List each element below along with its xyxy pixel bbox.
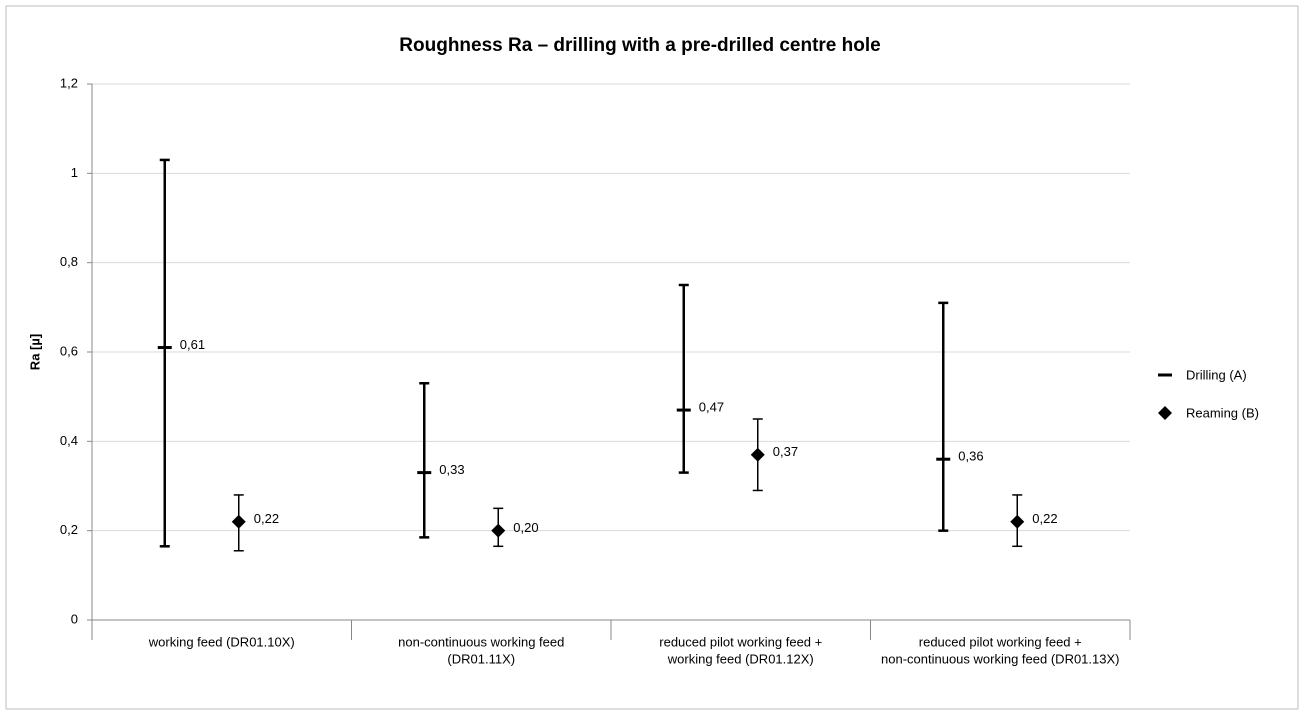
- legend-label: Reaming (B): [1186, 405, 1259, 420]
- x-tick-label: working feed (DR01.12X): [667, 651, 814, 666]
- value-label: 0,22: [254, 511, 279, 526]
- value-label: 0,61: [180, 337, 205, 352]
- x-tick-label: working feed (DR01.10X): [148, 634, 295, 649]
- x-tick-label: reduced pilot working feed +: [659, 634, 822, 649]
- data-point: [491, 523, 506, 538]
- y-tick-label: 1,2: [60, 75, 78, 90]
- x-tick-label: (DR01.11X): [447, 651, 515, 666]
- data-point: [1010, 514, 1025, 529]
- y-tick-label: 0,4: [60, 433, 78, 448]
- y-axis-label: Ra [µ]: [27, 334, 42, 370]
- chart-title: Roughness Ra – drilling with a pre-drill…: [399, 35, 880, 56]
- y-tick-label: 0: [71, 611, 78, 626]
- value-label: 0,36: [958, 449, 983, 464]
- value-label: 0,33: [439, 462, 464, 477]
- value-label: 0,37: [773, 444, 798, 459]
- x-tick-label: non-continuous working feed (DR01.13X): [881, 651, 1119, 666]
- x-tick-label: reduced pilot working feed +: [919, 634, 1082, 649]
- legend-marker: [1158, 406, 1172, 420]
- data-point: [750, 447, 765, 462]
- y-tick-label: 1: [71, 165, 78, 180]
- data-point: [231, 514, 246, 529]
- y-tick-label: 0,8: [60, 254, 78, 269]
- legend-label: Drilling (A): [1186, 367, 1247, 382]
- chart-frame: [5, 5, 1299, 710]
- value-label: 0,20: [513, 520, 538, 535]
- y-tick-label: 0,2: [60, 522, 78, 537]
- y-tick-label: 0,6: [60, 343, 78, 358]
- value-label: 0,47: [699, 400, 724, 415]
- value-label: 0,22: [1032, 511, 1057, 526]
- x-tick-label: non-continuous working feed: [398, 634, 564, 649]
